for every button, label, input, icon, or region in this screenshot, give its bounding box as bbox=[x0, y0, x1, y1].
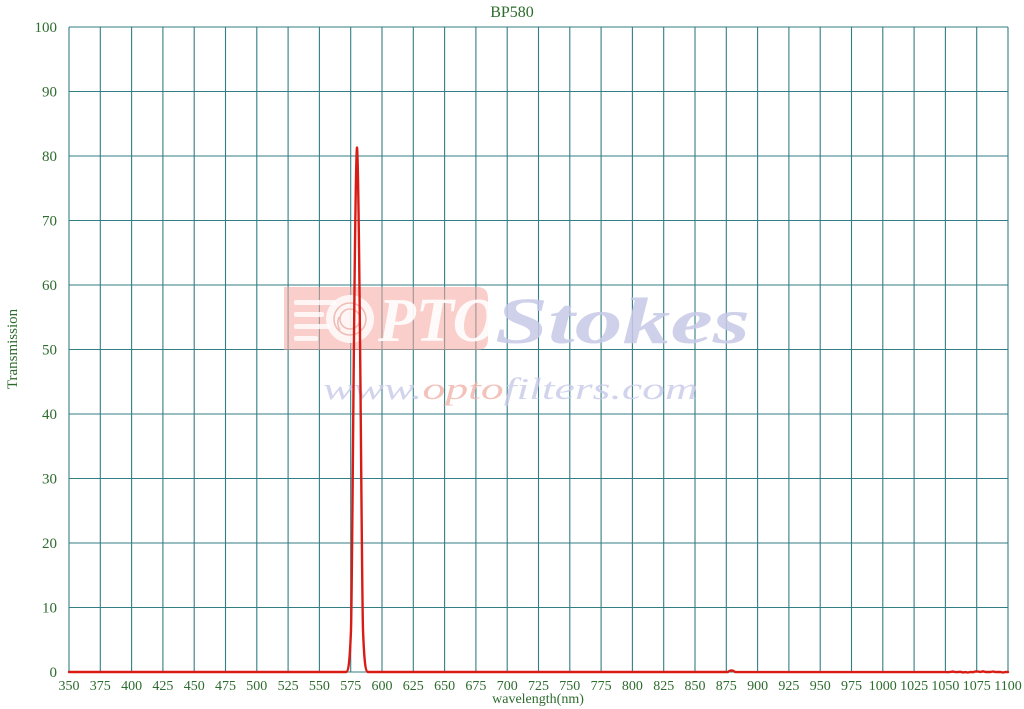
svg-text:1025: 1025 bbox=[900, 679, 928, 694]
svg-text:925: 925 bbox=[778, 679, 799, 694]
svg-text:675: 675 bbox=[465, 679, 486, 694]
svg-text:400: 400 bbox=[121, 679, 142, 694]
svg-text:70: 70 bbox=[42, 214, 57, 230]
svg-text:PTO: PTO bbox=[377, 287, 497, 355]
svg-text:1000: 1000 bbox=[869, 679, 897, 694]
svg-text:500: 500 bbox=[246, 679, 267, 694]
svg-text:1050: 1050 bbox=[931, 679, 959, 694]
svg-text:BP580: BP580 bbox=[490, 4, 534, 21]
svg-text:wavelength(nm): wavelength(nm) bbox=[492, 692, 584, 707]
svg-text:60: 60 bbox=[42, 278, 57, 294]
svg-text:525: 525 bbox=[278, 679, 299, 694]
svg-text:375: 375 bbox=[90, 679, 111, 694]
svg-text:600: 600 bbox=[372, 679, 393, 694]
svg-text:350: 350 bbox=[59, 679, 80, 694]
svg-text:625: 625 bbox=[403, 679, 424, 694]
svg-text:650: 650 bbox=[434, 679, 455, 694]
svg-text:30: 30 bbox=[42, 472, 57, 488]
svg-text:900: 900 bbox=[747, 679, 768, 694]
svg-text:875: 875 bbox=[716, 679, 737, 694]
svg-text:850: 850 bbox=[685, 679, 706, 694]
svg-text:50: 50 bbox=[42, 343, 57, 359]
svg-text:425: 425 bbox=[152, 679, 173, 694]
svg-text:Transmission: Transmission bbox=[5, 308, 21, 389]
svg-text:1075: 1075 bbox=[963, 679, 991, 694]
svg-text:550: 550 bbox=[309, 679, 330, 694]
svg-text:80: 80 bbox=[42, 149, 57, 165]
svg-text:1100: 1100 bbox=[994, 679, 1021, 694]
svg-text:950: 950 bbox=[810, 679, 831, 694]
svg-text:10: 10 bbox=[42, 601, 57, 617]
svg-text:40: 40 bbox=[42, 407, 57, 423]
svg-text:825: 825 bbox=[653, 679, 674, 694]
svg-text:100: 100 bbox=[35, 20, 58, 36]
svg-text:90: 90 bbox=[42, 85, 57, 101]
svg-text:575: 575 bbox=[340, 679, 361, 694]
svg-text:975: 975 bbox=[841, 679, 862, 694]
svg-text:800: 800 bbox=[622, 679, 643, 694]
svg-text:Stokes: Stokes bbox=[495, 285, 750, 358]
svg-text:0: 0 bbox=[50, 665, 58, 681]
svg-text:775: 775 bbox=[591, 679, 612, 694]
svg-text:475: 475 bbox=[215, 679, 236, 694]
svg-text:20: 20 bbox=[42, 536, 57, 552]
svg-text:450: 450 bbox=[184, 679, 205, 694]
